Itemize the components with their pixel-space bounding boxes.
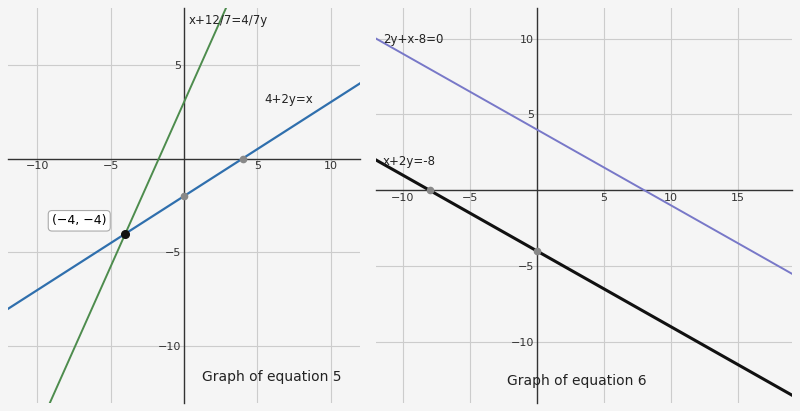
Text: Graph of equation 5: Graph of equation 5 — [202, 370, 342, 384]
Text: (−4, −4): (−4, −4) — [52, 214, 106, 227]
Text: x+12/7=4/7y: x+12/7=4/7y — [189, 14, 268, 27]
Text: 2y+x-8=0: 2y+x-8=0 — [382, 33, 443, 46]
Text: 4+2y=x: 4+2y=x — [265, 93, 314, 106]
Text: Graph of equation 6: Graph of equation 6 — [507, 374, 647, 388]
Text: x+2y=-8: x+2y=-8 — [382, 155, 436, 168]
